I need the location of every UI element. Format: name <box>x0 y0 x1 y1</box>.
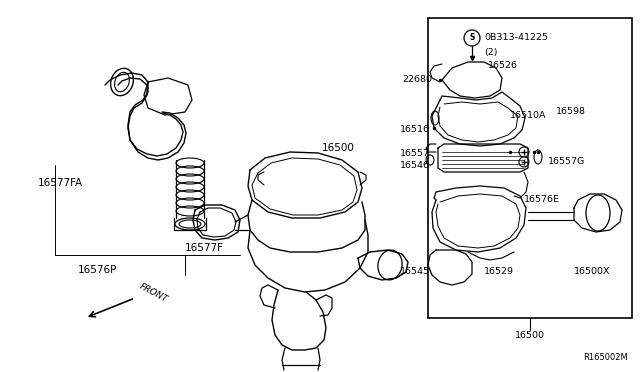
Text: 16500: 16500 <box>322 143 355 153</box>
Circle shape <box>519 157 529 167</box>
Text: 16577FA: 16577FA <box>38 178 83 188</box>
Text: 16598: 16598 <box>556 108 586 116</box>
Text: 16516: 16516 <box>400 125 430 135</box>
Text: (2): (2) <box>484 48 497 57</box>
Text: S: S <box>469 33 475 42</box>
Bar <box>428 18 632 318</box>
Text: 16500X: 16500X <box>574 267 611 276</box>
Text: 22680: 22680 <box>402 76 432 84</box>
Text: 16557: 16557 <box>400 150 430 158</box>
Text: 16577F: 16577F <box>185 243 224 253</box>
Text: 16545: 16545 <box>400 267 430 276</box>
Text: R165002M: R165002M <box>583 353 628 362</box>
Text: 16557G: 16557G <box>548 157 585 167</box>
Circle shape <box>519 147 529 157</box>
Text: 16510A: 16510A <box>510 112 547 121</box>
Text: 16529: 16529 <box>484 267 514 276</box>
Text: 0B313-41225: 0B313-41225 <box>484 33 548 42</box>
Text: 16576E: 16576E <box>524 196 560 205</box>
Text: 16576P: 16576P <box>78 265 117 275</box>
Text: 16546: 16546 <box>400 161 430 170</box>
Text: FRONT: FRONT <box>138 282 170 304</box>
Text: 16526: 16526 <box>488 61 518 71</box>
Text: 16500: 16500 <box>515 331 545 340</box>
